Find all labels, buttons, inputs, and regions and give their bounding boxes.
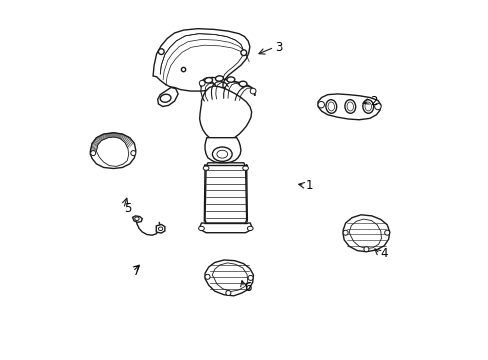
Ellipse shape	[374, 103, 380, 110]
Ellipse shape	[199, 80, 204, 86]
Text: 4: 4	[380, 247, 387, 260]
Polygon shape	[156, 225, 164, 233]
Polygon shape	[209, 87, 226, 105]
Polygon shape	[317, 94, 380, 120]
Ellipse shape	[344, 100, 355, 113]
Text: 5: 5	[124, 202, 131, 215]
Ellipse shape	[250, 88, 255, 94]
Ellipse shape	[204, 274, 210, 279]
Polygon shape	[90, 133, 136, 168]
Polygon shape	[343, 215, 389, 252]
Ellipse shape	[317, 102, 324, 108]
Text: 2: 2	[369, 95, 377, 108]
Polygon shape	[132, 216, 142, 222]
Ellipse shape	[325, 100, 336, 113]
Polygon shape	[204, 163, 246, 225]
Ellipse shape	[215, 76, 223, 81]
Polygon shape	[212, 263, 247, 292]
Ellipse shape	[181, 67, 185, 72]
Ellipse shape	[158, 227, 163, 230]
Ellipse shape	[217, 150, 227, 158]
Polygon shape	[204, 260, 253, 296]
Ellipse shape	[135, 217, 139, 221]
Ellipse shape	[239, 81, 246, 87]
Ellipse shape	[363, 247, 368, 252]
Polygon shape	[158, 87, 178, 107]
Ellipse shape	[247, 226, 253, 230]
Ellipse shape	[346, 102, 353, 111]
Ellipse shape	[90, 150, 96, 156]
Ellipse shape	[327, 102, 334, 111]
Ellipse shape	[158, 49, 164, 54]
Ellipse shape	[225, 291, 230, 296]
Polygon shape	[200, 223, 251, 233]
Ellipse shape	[364, 102, 371, 111]
Polygon shape	[199, 86, 251, 142]
Ellipse shape	[247, 275, 253, 280]
Ellipse shape	[226, 77, 234, 82]
Ellipse shape	[204, 78, 212, 83]
Text: 6: 6	[244, 281, 251, 294]
Ellipse shape	[362, 100, 373, 113]
Polygon shape	[153, 29, 249, 91]
Text: 7: 7	[133, 265, 141, 278]
Text: 3: 3	[274, 41, 282, 54]
Text: 1: 1	[305, 179, 312, 192]
Polygon shape	[96, 137, 128, 166]
Ellipse shape	[343, 230, 347, 235]
Ellipse shape	[203, 166, 208, 170]
Ellipse shape	[384, 230, 389, 235]
Ellipse shape	[131, 150, 136, 156]
Ellipse shape	[242, 166, 248, 170]
Ellipse shape	[212, 147, 232, 161]
Polygon shape	[204, 138, 241, 163]
Ellipse shape	[160, 94, 171, 102]
Polygon shape	[348, 219, 381, 248]
Ellipse shape	[198, 226, 204, 230]
Ellipse shape	[241, 50, 246, 55]
